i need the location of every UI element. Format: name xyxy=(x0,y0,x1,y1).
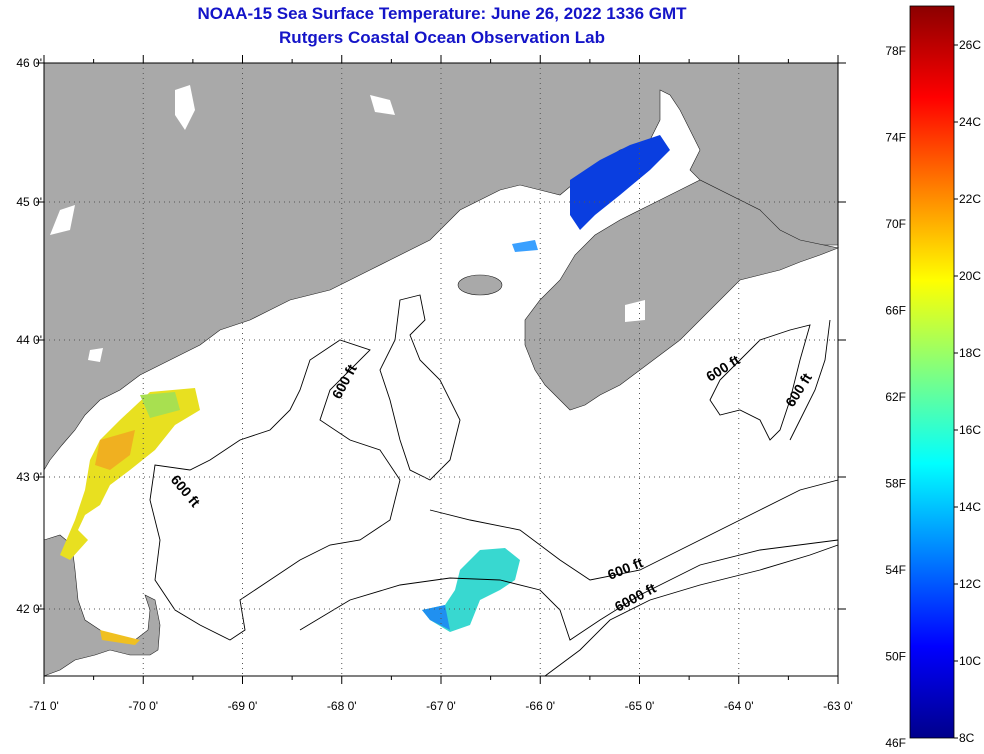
latitude-label: 43 0' xyxy=(16,470,42,484)
contour-600-shelf xyxy=(429,479,839,581)
colorbar-celsius-label: 24C xyxy=(959,115,981,129)
colorbar-fahrenheit-label: 46F xyxy=(885,736,906,750)
colorbar-celsius-label: 22C xyxy=(959,192,981,206)
land xyxy=(43,62,840,677)
colorbar-fahrenheit-label: 78F xyxy=(885,44,906,58)
map-title: NOAA-15 Sea Surface Temperature: June 26… xyxy=(197,4,687,23)
contour-600-center xyxy=(379,294,461,481)
longitude-label: -68 0' xyxy=(327,699,357,713)
longitude-label: -65 0' xyxy=(625,699,655,713)
longitude-label: -70 0' xyxy=(128,699,158,713)
contour-600-east xyxy=(709,324,811,441)
colorbar-fahrenheit-label: 58F xyxy=(885,477,906,491)
colorbar-fahrenheit-label: 50F xyxy=(885,650,906,664)
colorbar-scale xyxy=(909,5,955,739)
longitude-label: -67 0' xyxy=(426,699,456,713)
latitude-label: 46 0' xyxy=(16,56,42,70)
colorbar-celsius-label: 8C xyxy=(959,731,975,745)
colorbar-celsius-label: 20C xyxy=(959,269,981,283)
sst-georges-bank xyxy=(422,548,520,632)
colorbar-celsius-label: 26C xyxy=(959,38,981,52)
colorbar-fahrenheit-label: 70F xyxy=(885,217,906,231)
latitude-label: 42 0' xyxy=(16,602,42,616)
longitude-label: -64 0' xyxy=(724,699,754,713)
colorbar-celsius-label: 14C xyxy=(959,500,981,514)
bathymetry-contours xyxy=(149,294,839,677)
sst-bay-of-fundy xyxy=(570,135,670,230)
latitude-label: 45 0' xyxy=(16,195,42,209)
axis-ticks xyxy=(36,55,846,684)
colorbar-fahrenheit-label: 66F xyxy=(885,304,906,318)
colorbar-fahrenheit-label: 62F xyxy=(885,390,906,404)
contour-6000 xyxy=(544,544,839,677)
colorbar-celsius-label: 12C xyxy=(959,577,981,591)
longitude-label: -71 0' xyxy=(29,699,59,713)
sst-coastal-maine xyxy=(60,388,200,645)
colorbar-celsius-label: 10C xyxy=(959,654,981,668)
sst-fundy-small xyxy=(512,240,538,252)
graticule xyxy=(44,63,838,676)
sst-georges-cool xyxy=(422,605,450,630)
contour-600-ne xyxy=(789,319,831,441)
land-grand-manan xyxy=(457,274,503,296)
colorbar-fahrenheit-label: 74F xyxy=(885,131,906,145)
longitude-label: -66 0' xyxy=(525,699,555,713)
contour-600-georges xyxy=(299,539,839,641)
colorbar-fahrenheit-label: 54F xyxy=(885,563,906,577)
inland-lakes xyxy=(50,85,645,362)
latitude-label: 44 0' xyxy=(16,333,42,347)
longitude-label: -63 0' xyxy=(823,699,853,713)
contour-600-west xyxy=(149,339,401,641)
longitude-label: -69 0' xyxy=(228,699,258,713)
sst-map: 600 ft 600 ft 600 ft 600 ft 600 ft 6000 … xyxy=(16,55,853,713)
map-subtitle: Rutgers Coastal Ocean Observation Lab xyxy=(279,28,605,47)
land-nova-scotia xyxy=(524,179,840,411)
colorbar-celsius-label: 16C xyxy=(959,423,981,437)
colorbar-celsius-label: 18C xyxy=(959,346,981,360)
